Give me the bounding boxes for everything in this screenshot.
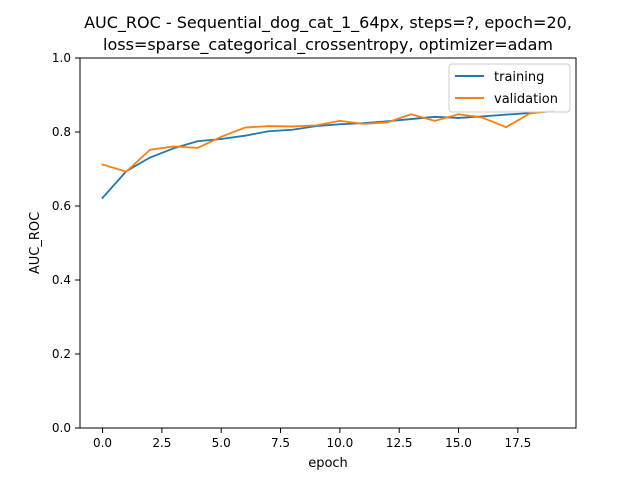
data-point-training xyxy=(457,117,460,119)
x-tick-label: 7.5 xyxy=(271,436,290,450)
data-point-training xyxy=(244,134,246,137)
x-axis-ticks: 0.0 2.5 5.0 7.5 10.0 12.5 15.0 17.5 xyxy=(93,428,531,450)
data-point-validation xyxy=(528,112,531,115)
data-point-validation xyxy=(101,163,104,166)
data-point-validation xyxy=(362,122,365,125)
x-tick-label: 17.5 xyxy=(504,436,531,450)
data-point-training xyxy=(291,128,294,131)
x-tick-label: 10.0 xyxy=(327,436,354,450)
y-tick-label: 0.2 xyxy=(52,347,71,361)
data-point-validation xyxy=(244,126,246,129)
data-point-training xyxy=(338,123,341,126)
x-tick-label: 5.0 xyxy=(212,436,231,450)
x-tick-label: 12.5 xyxy=(386,436,413,450)
data-point-validation xyxy=(196,147,199,149)
data-point-validation xyxy=(481,116,484,119)
y-axis-label: AUC_ROC xyxy=(28,212,43,274)
data-point-validation xyxy=(220,135,223,138)
y-tick-label: 0.8 xyxy=(52,125,71,139)
data-point-training xyxy=(172,147,175,150)
plot-frame xyxy=(79,57,577,429)
data-point-training xyxy=(220,138,223,140)
y-tick-label: 0.6 xyxy=(52,199,71,213)
y-tick-label: 1.0 xyxy=(52,51,71,65)
data-point-validation xyxy=(410,113,412,116)
data-point-training xyxy=(505,113,507,116)
legend: training validation xyxy=(448,63,571,113)
data-point-validation xyxy=(125,170,128,173)
data-point-training xyxy=(149,156,151,159)
data-point-validation xyxy=(338,120,341,122)
data-point-validation xyxy=(172,145,175,148)
chart-title-line-1: AUC_ROC - Sequential_dog_cat_1_64px, ste… xyxy=(84,13,572,33)
plot-area xyxy=(80,58,576,428)
y-tick-label: 0.4 xyxy=(52,273,71,287)
data-point-training xyxy=(196,140,199,143)
y-axis-ticks: 0.0 0.2 0.4 0.6 0.8 1.0 xyxy=(52,51,80,435)
data-point-training xyxy=(101,196,104,199)
data-point-validation xyxy=(267,125,270,127)
x-tick-label: 15.0 xyxy=(445,436,472,450)
y-tick-label: 0.0 xyxy=(52,421,71,435)
x-tick-label: 0.0 xyxy=(93,436,112,450)
series-line-validation xyxy=(101,109,555,173)
x-tick-label: 2.5 xyxy=(152,436,171,450)
data-point-validation xyxy=(291,125,294,128)
data-point-validation xyxy=(149,148,151,151)
data-point-validation xyxy=(505,126,507,129)
data-point-validation xyxy=(433,120,436,122)
data-point-validation xyxy=(457,113,460,116)
legend-label-validation: validation xyxy=(494,92,558,107)
legend-label-training: training xyxy=(494,70,544,85)
data-point-training xyxy=(410,118,412,120)
chart-title-line-2: loss=sparse_categorical_crossentropy, op… xyxy=(103,35,553,55)
data-point-validation xyxy=(386,121,389,124)
data-point-training xyxy=(433,115,436,118)
x-axis-label: epoch xyxy=(308,456,348,471)
data-point-training xyxy=(267,130,270,133)
data-point-validation xyxy=(315,124,318,127)
